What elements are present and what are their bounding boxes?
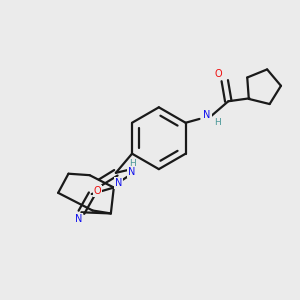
Text: N: N — [203, 110, 211, 120]
Text: N: N — [115, 178, 122, 188]
Text: O: O — [214, 69, 222, 79]
Text: H: H — [214, 118, 220, 127]
Text: O: O — [94, 186, 101, 196]
Text: H: H — [129, 160, 136, 169]
Text: N: N — [75, 214, 82, 224]
Text: N: N — [128, 167, 135, 177]
